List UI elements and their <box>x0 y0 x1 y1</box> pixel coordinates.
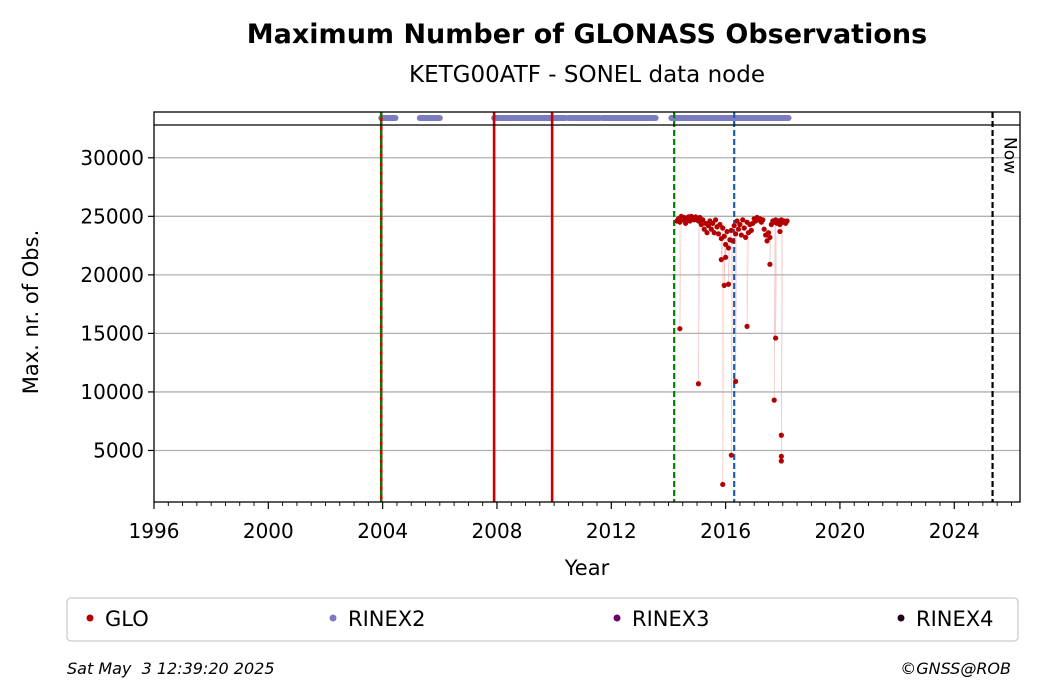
legend-label-rinex2: RINEX2 <box>348 607 426 631</box>
glo-point-32 <box>720 225 726 231</box>
glo-point-85 <box>720 481 726 488</box>
glo-point-81 <box>721 282 727 289</box>
glo-point-44 <box>737 221 743 228</box>
grid-lines <box>154 157 1020 452</box>
glo-point-63 <box>764 238 770 244</box>
glo-point-79 <box>677 326 683 332</box>
now-label: Now <box>1000 137 1020 174</box>
legend: GLO RINEX2 RINEX3 RINEX4 <box>86 607 994 631</box>
x-axis-label: Year <box>564 556 610 580</box>
glo-point-9 <box>687 218 693 224</box>
glo-point-43 <box>735 226 742 232</box>
glo-point-65 <box>767 234 773 240</box>
y-tick-label-25000: 25000 <box>80 204 144 228</box>
glo-point-45 <box>738 232 744 238</box>
glo-point-80 <box>695 381 702 387</box>
glo-point-52 <box>748 227 754 233</box>
glo-point-29 <box>715 231 722 237</box>
glo-point-86 <box>728 452 734 458</box>
glo-connector-path <box>676 215 788 485</box>
glo-point-48 <box>743 234 749 240</box>
legend-box <box>66 597 1019 642</box>
legend-marker-rinex3 <box>613 614 621 622</box>
y-tick-label-30000: 30000 <box>80 146 144 170</box>
legend-marker-rinex4 <box>897 614 905 622</box>
glo-point-83 <box>718 257 724 263</box>
glo-point-87 <box>733 378 739 385</box>
chart-title: Maximum Number of GLONASS Observations <box>247 19 927 50</box>
y-axis-label: Max. nr. of Obs. <box>19 230 43 395</box>
x-tick-label-2012: 2012 <box>586 519 637 543</box>
glo-point-18 <box>700 217 706 223</box>
x-tick-label-2024: 2024 <box>929 519 980 543</box>
glo-point-38 <box>728 227 734 233</box>
glo-point-84 <box>723 254 729 260</box>
glo-point-22 <box>705 223 712 229</box>
x-tick-label-2016: 2016 <box>700 519 751 543</box>
y-tick-label-10000: 10000 <box>80 380 144 404</box>
glo-point-94 <box>778 458 784 464</box>
glo-point-89 <box>767 261 773 267</box>
glo-point-6 <box>683 220 689 226</box>
x-tick-label-2004: 2004 <box>357 519 408 543</box>
glo-point-39 <box>730 238 736 244</box>
event-lines <box>379 112 736 502</box>
legend-label-rinex3: RINEX3 <box>632 607 710 631</box>
glo-point-27 <box>713 217 719 223</box>
glo-point-25 <box>710 220 716 226</box>
glo-point-19 <box>701 226 707 232</box>
x-tick-label-2020: 2020 <box>814 519 865 543</box>
legend-marker-rinex2 <box>329 614 337 622</box>
y-axis-ticks: 5000 10000 15000 20000 25000 30000 <box>80 146 154 462</box>
now-marker: Now <box>991 112 1020 502</box>
glo-point-24 <box>708 226 714 232</box>
glo-point-61 <box>761 226 767 232</box>
x-tick-label-2008: 2008 <box>472 519 523 543</box>
glo-point-40 <box>731 223 737 229</box>
chart-subtitle: KETG00ATF - SONEL data node <box>409 62 765 88</box>
glo-point-30 <box>717 221 723 228</box>
x-axis-ticks: 1996 2000 2004 2008 2012 2016 2020 2024 <box>129 502 1012 543</box>
y-tick-label-15000: 15000 <box>80 321 144 345</box>
glo-point-35 <box>724 228 730 235</box>
glo-point-60 <box>760 217 766 223</box>
legend-label-rinex4: RINEX4 <box>916 607 994 631</box>
x-tick-label-2000: 2000 <box>243 519 294 543</box>
glo-point-77 <box>784 218 790 224</box>
glo-point-90 <box>773 335 779 341</box>
x-tick-label-1996: 1996 <box>129 519 180 543</box>
glo-connectors <box>676 215 788 485</box>
glo-point-82 <box>725 281 732 287</box>
glo-point-17 <box>698 221 704 228</box>
glo-point-33 <box>721 233 727 239</box>
legend-marker-glo <box>86 614 94 622</box>
glo-point-88 <box>744 323 750 329</box>
glo-point-91 <box>771 397 777 403</box>
y-tick-label-20000: 20000 <box>80 263 144 287</box>
glo-point-34 <box>723 241 729 248</box>
y-tick-label-5000: 5000 <box>93 438 144 462</box>
glo-point-46 <box>740 217 746 223</box>
plot-frame <box>153 111 1021 503</box>
footer-credit: ©GNSS@ROB <box>900 659 1011 678</box>
glo-point-21 <box>704 230 710 236</box>
glo-series <box>674 213 790 488</box>
glo-point-78 <box>777 228 783 235</box>
glo-point-41 <box>733 231 739 237</box>
footer-timestamp: Sat May 3 12:39:20 2025 <box>67 659 275 678</box>
glo-point-64 <box>765 230 772 236</box>
legend-label-glo: GLO <box>105 607 149 631</box>
glo-point-36 <box>725 245 732 251</box>
glo-point-26 <box>711 230 717 236</box>
glo-point-42 <box>734 218 740 224</box>
glo-point-47 <box>741 225 747 231</box>
glo-point-92 <box>778 432 784 438</box>
glo-point-93 <box>778 453 784 459</box>
